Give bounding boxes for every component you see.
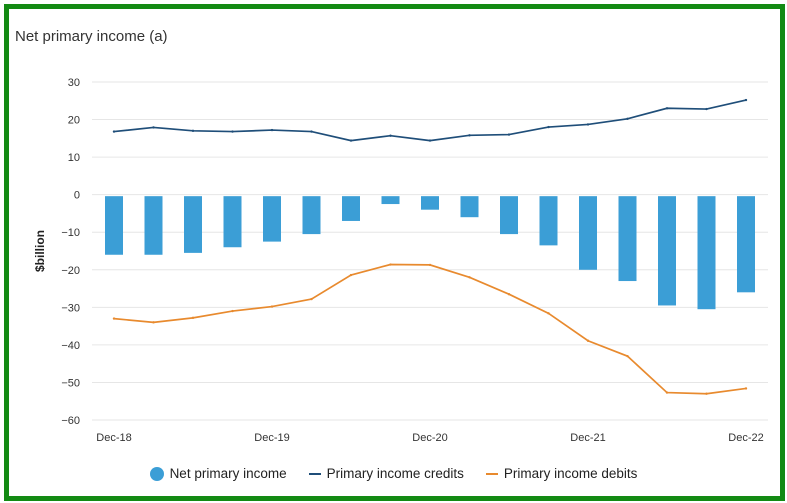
- point-primary-income-debits: [428, 263, 432, 267]
- point-primary-income-credits: [231, 130, 234, 133]
- point-primary-income-credits: [665, 107, 669, 110]
- y-tick-label: −20: [61, 265, 80, 277]
- bar-net-primary-income: [144, 196, 163, 255]
- point-primary-income-debits: [270, 305, 274, 308]
- point-primary-income-credits: [744, 98, 748, 102]
- y-tick-label: 10: [68, 152, 80, 164]
- point-primary-income-credits: [112, 130, 116, 133]
- bar-net-primary-income: [223, 196, 242, 248]
- point-primary-income-debits: [586, 339, 590, 342]
- y-tick-label: −60: [61, 415, 80, 427]
- x-tick-label: Dec-22: [728, 432, 763, 444]
- bar-net-primary-income: [697, 196, 716, 310]
- bar-net-primary-income: [381, 196, 400, 205]
- point-primary-income-debits: [744, 387, 748, 390]
- y-tick-label: −30: [61, 302, 80, 314]
- x-tick-label: Dec-18: [96, 432, 131, 444]
- bar-net-primary-income: [579, 196, 597, 270]
- point-primary-income-debits: [547, 312, 550, 315]
- x-tick-label: Dec-19: [254, 432, 289, 444]
- point-primary-income-credits: [507, 133, 511, 136]
- legend-item-primary-income-debits: Primary income debits: [485, 466, 638, 481]
- legend-swatch-primary-income-credits: [308, 472, 321, 475]
- point-primary-income-debits: [468, 276, 471, 279]
- bar-net-primary-income: [184, 196, 202, 253]
- bar-net-primary-income: [460, 196, 479, 218]
- point-primary-income-debits: [705, 392, 708, 395]
- point-primary-income-debits: [665, 391, 669, 394]
- point-primary-income-credits: [191, 129, 195, 133]
- legend-label-primary-income-credits: Primary income credits: [326, 466, 464, 481]
- point-primary-income-debits: [389, 263, 392, 266]
- point-primary-income-debits: [112, 317, 116, 320]
- y-tick-label: 20: [68, 115, 80, 127]
- point-primary-income-debits: [507, 292, 511, 296]
- bar-net-primary-income: [421, 196, 439, 210]
- y-tick-label: −40: [61, 340, 80, 352]
- point-primary-income-credits: [349, 139, 353, 142]
- legend-label-net-primary-income: Net primary income: [169, 466, 287, 481]
- legend-swatch-primary-income-debits: [485, 472, 498, 475]
- point-primary-income-debits: [310, 297, 313, 301]
- bar-net-primary-income: [618, 196, 637, 282]
- chart-legend: Net primary income Primary income credit…: [0, 466, 787, 481]
- line-primary-income-credits: [113, 99, 747, 142]
- y-axis-label: $billion: [33, 230, 47, 272]
- bar-net-primary-income: [539, 196, 558, 246]
- legend-item-primary-income-credits: Primary income credits: [308, 466, 464, 481]
- bar-net-primary-income: [105, 196, 123, 255]
- point-primary-income-credits: [626, 117, 629, 121]
- x-tick-label: Dec-21: [570, 432, 605, 444]
- bar-net-primary-income: [737, 196, 755, 293]
- point-primary-income-debits: [231, 309, 234, 313]
- chart-frame: [4, 4, 785, 501]
- y-tick-label: −10: [61, 227, 80, 239]
- bar-net-primary-income: [302, 196, 321, 235]
- legend-swatch-net-primary-income: [149, 466, 164, 481]
- point-primary-income-credits: [389, 134, 392, 137]
- y-tick-label: 0: [74, 190, 80, 202]
- bar-net-primary-income: [342, 196, 360, 221]
- bar-net-primary-income: [658, 196, 676, 306]
- point-primary-income-credits: [152, 126, 155, 129]
- legend-label-primary-income-debits: Primary income debits: [503, 466, 638, 481]
- point-primary-income-credits: [270, 128, 274, 132]
- point-primary-income-debits: [349, 273, 353, 277]
- point-primary-income-debits: [626, 354, 629, 358]
- point-primary-income-debits: [152, 321, 155, 324]
- y-tick-label: −50: [61, 377, 80, 389]
- bar-net-primary-income: [500, 196, 518, 235]
- chart-title: Net primary income (a): [15, 28, 168, 45]
- point-primary-income-credits: [468, 134, 471, 137]
- point-primary-income-credits: [547, 125, 550, 129]
- legend-item-net-primary-income: Net primary income: [149, 466, 287, 481]
- line-primary-income-debits: [113, 263, 747, 395]
- point-primary-income-credits: [705, 107, 708, 111]
- point-primary-income-credits: [310, 130, 313, 133]
- point-primary-income-credits: [586, 123, 590, 126]
- bar-net-primary-income: [263, 196, 281, 242]
- point-primary-income-debits: [191, 316, 195, 320]
- y-tick-label: 30: [68, 77, 80, 89]
- point-primary-income-credits: [428, 139, 432, 142]
- x-tick-label: Dec-20: [412, 432, 447, 444]
